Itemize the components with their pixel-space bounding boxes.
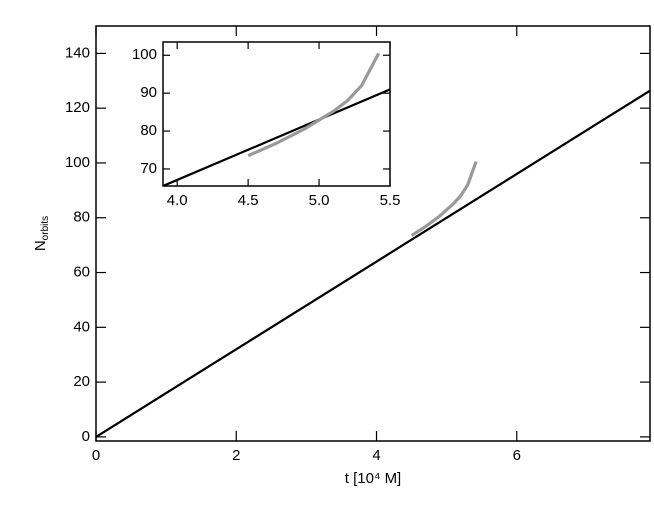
data-line	[247, 52, 381, 158]
x-tick-label: 6	[513, 447, 521, 464]
x-tick-label: 4	[372, 447, 380, 464]
x-tick-label: 4.0	[167, 192, 188, 209]
y-axis-label: Norbits	[32, 216, 51, 251]
y-tick-label: 140	[65, 44, 90, 61]
x-tick-label: 0	[92, 447, 100, 464]
y-tick-label: 40	[73, 318, 90, 335]
x-axis-label: t [10⁴ M]	[345, 470, 401, 487]
x-tick-label: 4.5	[238, 192, 259, 209]
plot: 4.0 4.5 5.0 5.5 70 80 90 100	[132, 41, 401, 209]
plot-frame	[162, 41, 391, 187]
y-tick-label: 90	[140, 84, 157, 101]
x-tick-label: 2	[232, 447, 240, 464]
y-tick-label: 100	[65, 154, 90, 171]
data-line	[163, 88, 390, 186]
y-tick-label: 0	[82, 428, 90, 445]
x-tick-label: 5.5	[380, 192, 401, 209]
y-tick-label: 100	[132, 46, 157, 63]
y-tick-label: 60	[73, 264, 90, 281]
x-tick-label: 5.0	[309, 192, 330, 209]
y-tick-label: 20	[73, 373, 90, 390]
data-line	[410, 161, 478, 237]
y-axis-label-main: N	[32, 240, 49, 251]
y-tick-label: 80	[140, 122, 157, 139]
y-tick-label: 120	[65, 99, 90, 116]
y-tick-label: 80	[73, 209, 90, 226]
data-line	[96, 89, 650, 438]
y-axis-label-sub: orbits	[40, 216, 51, 240]
y-tick-label: 70	[140, 160, 157, 177]
